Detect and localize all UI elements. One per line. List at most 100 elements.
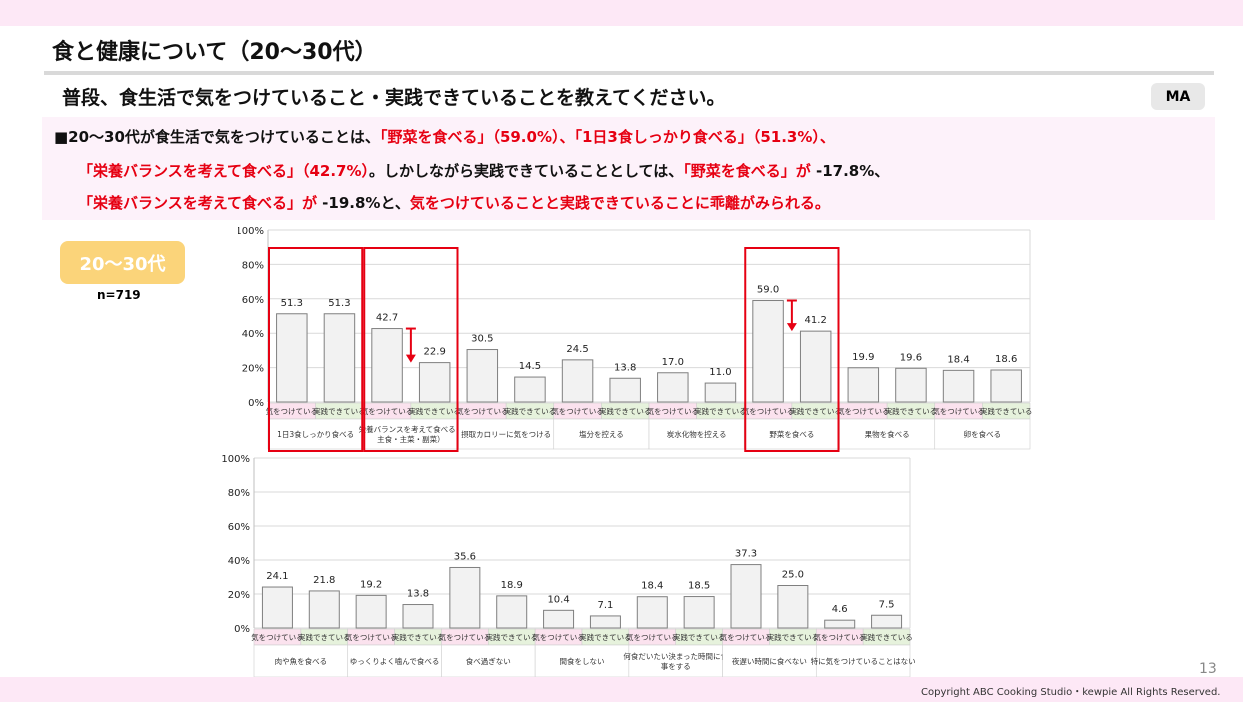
bar-label: 実践できている — [408, 406, 461, 416]
summary-line2-segment-2: 「野菜を食べる」が — [683, 162, 811, 180]
category-label: 事をする — [661, 661, 691, 671]
y-tick-label: 60% — [228, 522, 250, 533]
bar-label: 気をつけている — [720, 632, 773, 642]
data-label: 17.0 — [662, 357, 684, 368]
bar-practicing — [895, 367, 927, 403]
data-label: 35.6 — [454, 551, 476, 562]
bar-label: 実践できている — [599, 406, 652, 416]
category-label: 塩分を控える — [579, 429, 624, 439]
category-label: 炭水化物を控える — [667, 429, 727, 439]
summary-line-2: 「栄養バランスを考えて食べる」（42.7%）。しかしながら実践できていることとし… — [78, 160, 889, 181]
bar-label: 実践できている — [673, 632, 726, 642]
bar-practicing — [799, 330, 832, 403]
data-label: 59.0 — [757, 285, 779, 296]
bar-label: 実践できている — [767, 632, 820, 642]
page-number: 13 — [1199, 661, 1217, 677]
bar-practicing — [402, 604, 434, 629]
bar-label: 気をつけている — [251, 632, 304, 642]
bar-careful — [942, 369, 975, 403]
page-title: 食と健康について（20～30代） — [52, 40, 377, 65]
bar-practicing — [308, 590, 340, 629]
bar-label: 気をつけている — [837, 406, 890, 416]
bar-label: 実践できている — [860, 632, 913, 642]
category-label: 摂取カロリーに気をつける — [461, 429, 551, 439]
category-label: 主食・主菜・副菜） — [377, 434, 445, 444]
summary-line-1: ■20～30代が食生活で気をつけていることは、「野菜を食べる」（59.0%）、「… — [54, 126, 835, 147]
multiple-answer-badge: MA — [1151, 83, 1205, 110]
y-tick-label: 40% — [242, 329, 264, 340]
data-label: 4.6 — [832, 604, 848, 615]
highlight-box — [268, 247, 364, 452]
summary-box: ■20～30代が食生活で気をつけていることは、「野菜を食べる」（59.0%）、「… — [42, 117, 1215, 220]
copyright-text: Copyright ABC Cooking Studio・kewpie All … — [921, 687, 1221, 698]
bottom-band — [0, 677, 1243, 702]
data-label: 18.5 — [688, 581, 710, 592]
bar-careful — [636, 596, 668, 629]
bar-label: 気をつけている — [742, 406, 795, 416]
bar-label: 気をつけている — [647, 406, 700, 416]
bar-practicing — [496, 595, 528, 629]
summary-line3-segment-0: 「栄養バランスを考えて食べる」が — [78, 194, 317, 212]
y-tick-label: 60% — [242, 295, 264, 306]
category-cell — [839, 418, 936, 450]
category-cell — [628, 644, 723, 678]
bar-practicing — [514, 376, 546, 403]
summary-line1-segment-1: 「野菜を食べる」（59.0%）、「1日3食しっかり食べる」（51.3%）、 — [379, 128, 835, 146]
summary-line2-segment-1: 。しかしながら実践できていることとしては、 — [369, 162, 684, 180]
bar-careful — [730, 564, 762, 629]
bar-label: 実践できている — [485, 632, 538, 642]
age-group-badge: 20～30代 — [60, 241, 185, 284]
data-label: 24.1 — [266, 571, 288, 582]
data-label: 7.1 — [597, 600, 613, 611]
summary-line2-segment-0: 「栄養バランスを考えて食べる」（42.7%） — [78, 162, 369, 180]
category-cell — [347, 644, 442, 678]
bar-label: 気をつけている — [345, 632, 398, 642]
bar-label: 実践できている — [313, 406, 366, 416]
data-label: 51.3 — [281, 298, 303, 309]
data-label: 13.8 — [407, 589, 429, 600]
bar-careful — [847, 367, 880, 403]
bar-practicing — [609, 377, 641, 403]
bar-label: 気をつけている — [361, 406, 414, 416]
bar-practicing — [683, 596, 715, 629]
data-label: 21.8 — [313, 575, 335, 586]
data-label: 19.9 — [852, 352, 874, 363]
y-tick-label: 0% — [248, 398, 264, 409]
category-cell — [648, 418, 745, 450]
summary-line2-segment-3: -17.8%、 — [810, 162, 890, 180]
category-cell — [722, 644, 817, 678]
bar-label: 実践できている — [885, 406, 938, 416]
bar-practicing — [990, 369, 1022, 403]
bar-careful — [543, 609, 575, 629]
y-tick-label: 40% — [228, 556, 250, 567]
bar-label: 実践できている — [392, 632, 445, 642]
data-label: 24.5 — [566, 344, 588, 355]
bar-careful — [371, 328, 403, 403]
bar-label: 実践できている — [504, 406, 557, 416]
category-label: 間食をしない — [560, 656, 605, 666]
data-label: 25.0 — [782, 570, 804, 581]
data-label: 41.2 — [805, 315, 827, 326]
category-cell — [553, 418, 650, 450]
bar-careful — [355, 594, 387, 629]
category-label: 特に気をつけていることはない — [811, 656, 916, 666]
highlight-box — [363, 247, 459, 452]
summary-line3-segment-1: -19.8%と、 — [316, 194, 410, 212]
category-label: 何食だいたい決まった時間に食 — [623, 651, 728, 661]
category-label: 果物を食べる — [865, 429, 910, 439]
category-label: 野菜を食べる — [769, 429, 814, 439]
bar-careful — [449, 566, 481, 629]
data-label: 19.2 — [360, 579, 382, 590]
data-label: 14.5 — [519, 361, 541, 372]
data-label: 13.8 — [614, 362, 636, 373]
bar-careful — [466, 349, 499, 403]
category-label: 栄養バランスを考えて食べる（ — [359, 424, 464, 434]
bar-label: 気をつけている — [456, 406, 509, 416]
y-tick-label: 20% — [228, 590, 250, 601]
category-label: 夜遅い時間に食べない — [732, 656, 807, 666]
bar-label: 実践できている — [579, 632, 632, 642]
data-label: 51.3 — [328, 298, 350, 309]
data-label: 37.3 — [735, 549, 757, 560]
category-label: 食べ過ぎない — [466, 656, 511, 666]
bar-label: 気をつけている — [626, 632, 679, 642]
